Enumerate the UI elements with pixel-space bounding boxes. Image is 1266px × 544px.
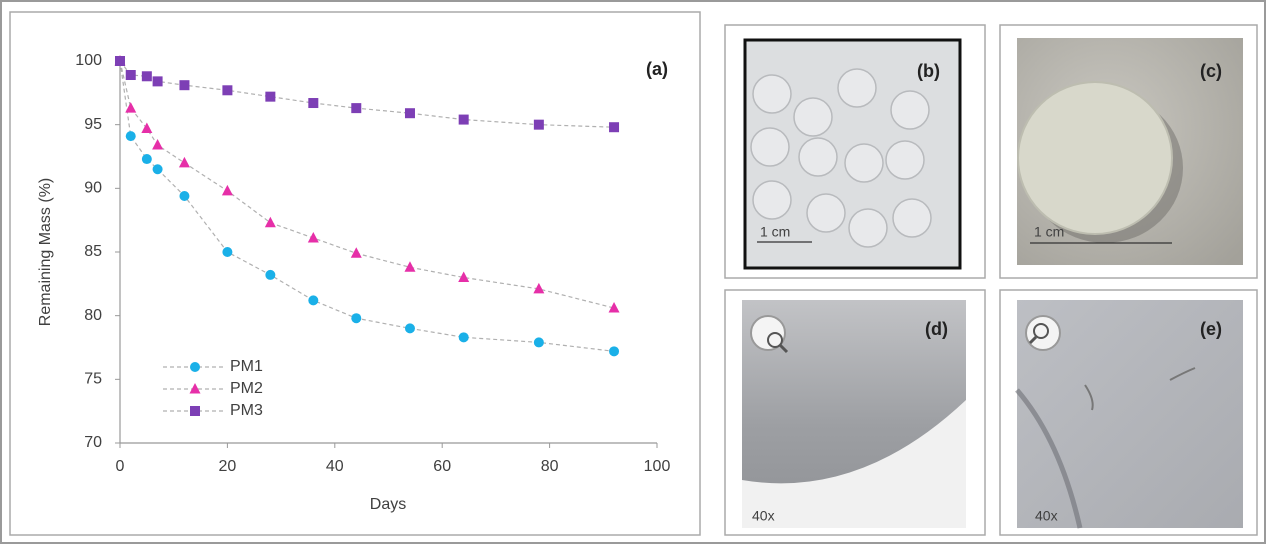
magnifier-glass (767, 332, 783, 348)
data-point (351, 313, 362, 324)
x-axis-title: Days (370, 496, 406, 513)
data-point (178, 156, 190, 168)
scale-label: 1 cm (760, 224, 790, 240)
data-point (115, 56, 125, 66)
data-point (179, 80, 190, 91)
data-point (152, 164, 163, 175)
panel-label: (a) (646, 59, 668, 79)
y-axis-title: Remaining Mass (%) (37, 178, 54, 326)
data-point (222, 85, 233, 96)
data-point (179, 190, 190, 201)
data-point (533, 337, 544, 348)
y-tick-label: 90 (84, 180, 102, 197)
y-tick-label: 85 (84, 243, 102, 260)
patch-disc (1017, 81, 1173, 235)
legend-label: PM1 (230, 358, 263, 375)
microneedle-patches (750, 68, 932, 248)
x-tick-label: 100 (644, 458, 671, 475)
panel-label: (d) (925, 319, 948, 339)
y-tick-label: 100 (75, 52, 102, 69)
photo-d-edge (742, 400, 966, 528)
data-point (125, 102, 137, 113)
legend-label: PM2 (230, 380, 263, 397)
x-tick-label: 20 (219, 458, 237, 475)
x-tick-label: 40 (326, 458, 344, 475)
data-point (141, 122, 153, 133)
texture (1084, 367, 1196, 411)
data-point (404, 108, 415, 119)
data-point (609, 122, 620, 133)
magnification-label: 40x (752, 508, 775, 524)
data-point (221, 184, 233, 196)
data-point (141, 154, 152, 165)
panel-label: (c) (1200, 61, 1222, 81)
data-point (533, 282, 545, 294)
data-point (533, 119, 544, 130)
magnification-label: 40x (1035, 508, 1058, 524)
legend-label: PM3 (230, 402, 263, 419)
data-point (404, 261, 416, 272)
data-point (350, 247, 362, 258)
legend-marker (190, 406, 200, 416)
magnifier-handle (1028, 335, 1038, 345)
data-point (458, 114, 469, 125)
panel-label: (b) (917, 61, 940, 81)
data-point (608, 302, 620, 313)
magnifier-handle (778, 343, 789, 354)
data-point (351, 103, 362, 114)
crack (1015, 388, 1083, 529)
magnifier-glass (1033, 323, 1049, 339)
legend-marker (189, 383, 201, 394)
data-point (458, 332, 469, 343)
y-tick-label: 80 (84, 307, 102, 324)
data-point (152, 139, 164, 150)
data-point (609, 346, 620, 357)
legend-marker (190, 362, 200, 372)
data-point (265, 269, 276, 280)
data-point (458, 271, 470, 282)
data-point (404, 323, 415, 334)
data-point (308, 295, 319, 306)
x-tick-label: 0 (116, 458, 125, 475)
data-point (307, 231, 319, 243)
y-tick-label: 70 (84, 434, 102, 451)
data-point (222, 247, 233, 257)
data-point (125, 131, 136, 142)
y-tick-label: 95 (84, 116, 102, 133)
data-point (141, 71, 152, 82)
panel-a-frame (9, 11, 701, 536)
x-tick-label: 60 (433, 458, 451, 475)
magnifier-icon (750, 315, 786, 351)
data-point (152, 76, 163, 87)
panel-label: (e) (1200, 319, 1222, 339)
data-point (308, 98, 319, 109)
scale-label: 1 cm (1034, 224, 1064, 240)
y-tick-label: 75 (84, 371, 102, 388)
data-point (264, 216, 276, 228)
magnifier-icon (1025, 315, 1061, 351)
x-tick-label: 80 (541, 458, 559, 475)
data-point (265, 91, 276, 102)
plot-area: 70 75 80 85 90 95 100 0 20 40 60 80 100 PM1 PM2 PM3 (75, 52, 670, 475)
data-point (125, 70, 136, 81)
